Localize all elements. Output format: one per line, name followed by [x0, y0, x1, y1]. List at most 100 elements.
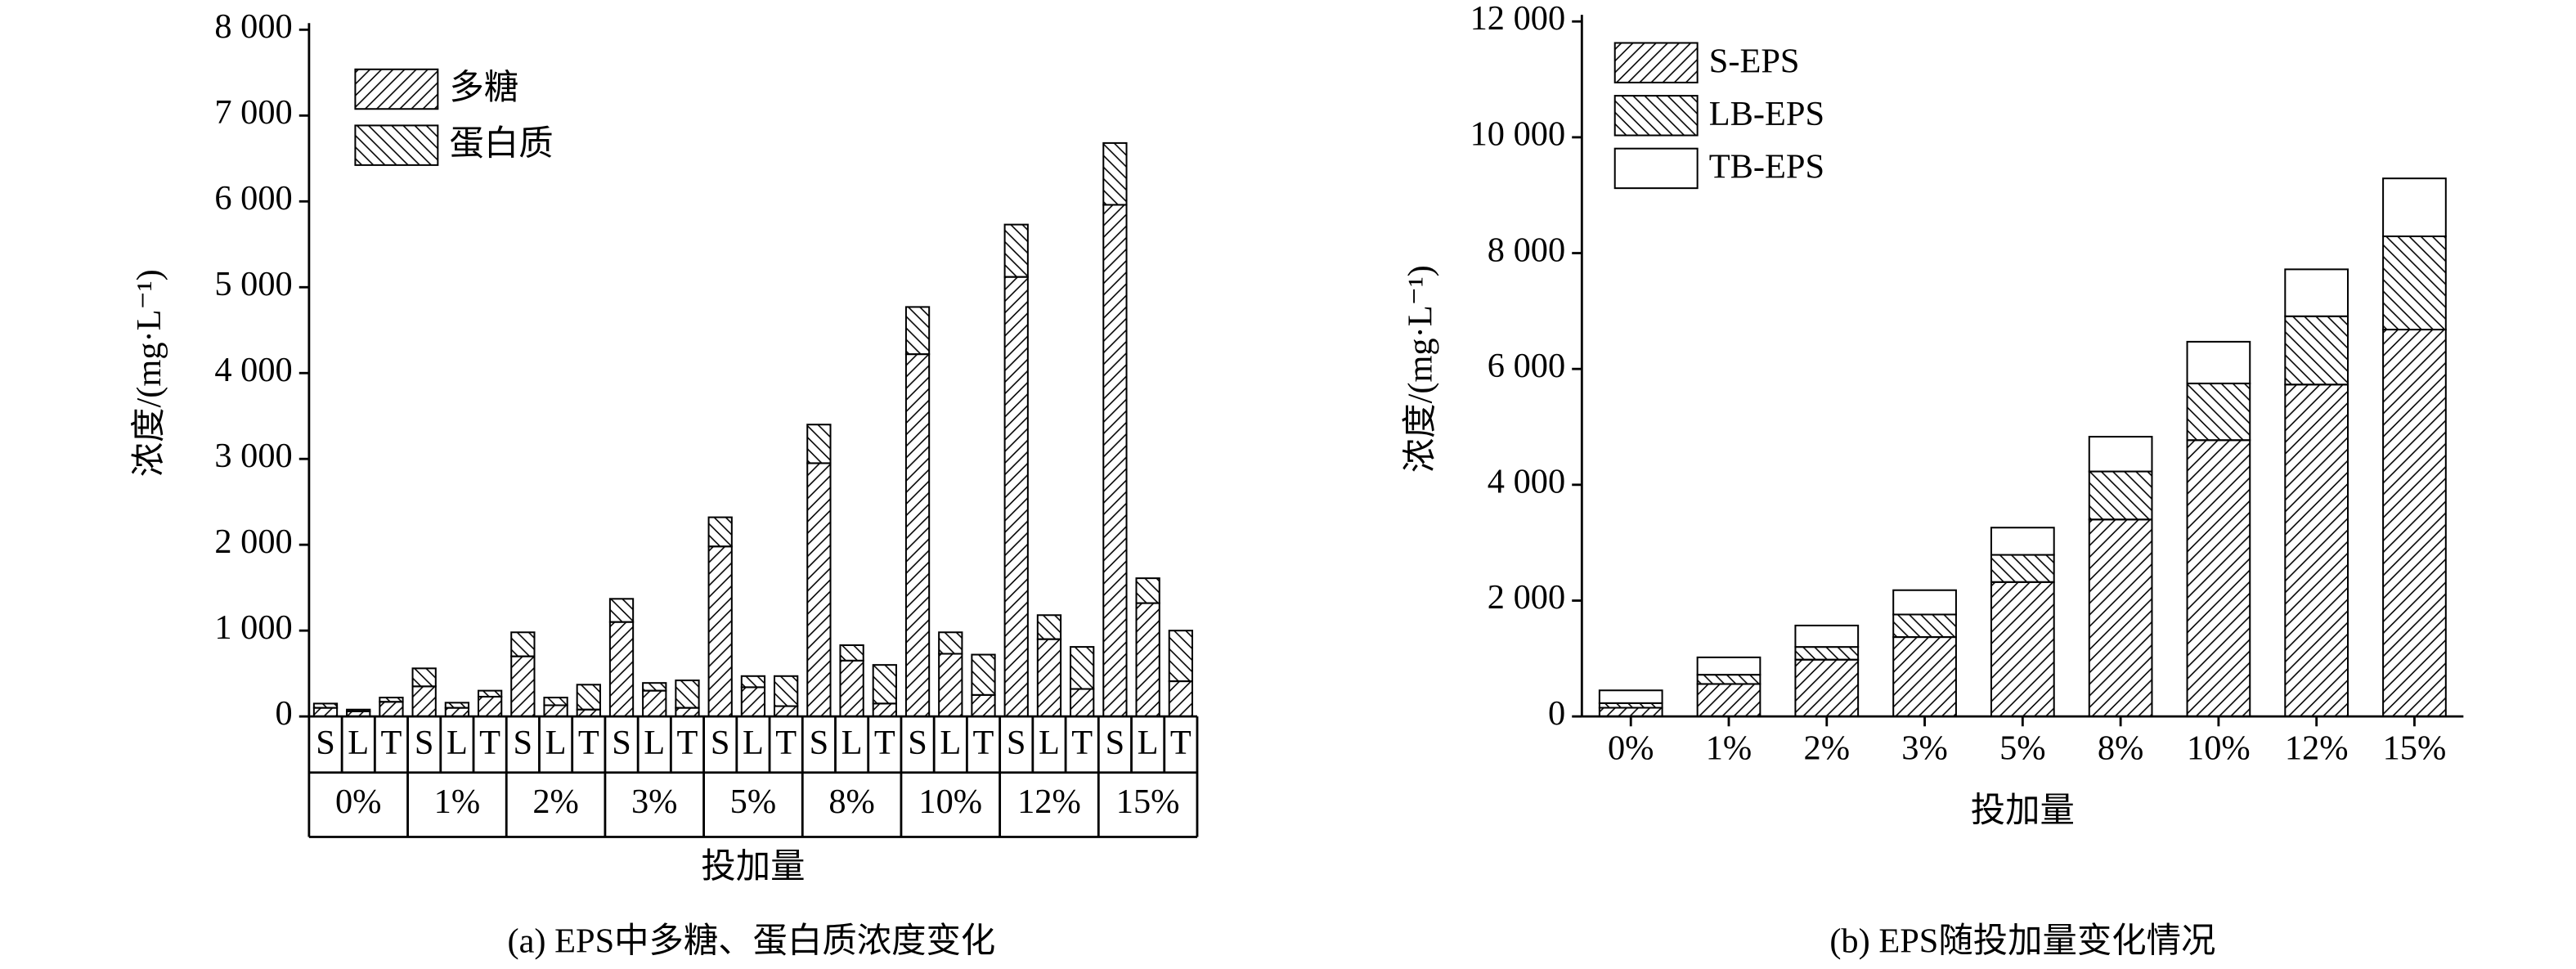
x-tick-label: 0%	[1608, 729, 1654, 767]
bar-segment	[2284, 384, 2349, 718]
caption: (b) EPS随投加量变化情况	[1829, 922, 2215, 960]
sub-label: T	[381, 724, 402, 762]
x-tick-label: 3%	[631, 783, 678, 821]
x-tick-label: 2%	[1804, 729, 1851, 767]
sub-label: T	[479, 724, 500, 762]
bar-segment	[1696, 683, 1761, 718]
bar-segment	[444, 702, 470, 709]
y-tick-label: 8 000	[214, 7, 292, 46]
y-tick-label: 8 000	[1488, 231, 1565, 269]
bar-segment	[2382, 177, 2447, 238]
bar-segment	[2088, 470, 2153, 521]
sub-label: L	[1138, 724, 1159, 762]
bar-segment	[1990, 527, 2055, 556]
bar-segment	[740, 686, 766, 718]
y-tick-label: 7 000	[214, 93, 292, 132]
sub-label: L	[1039, 724, 1060, 762]
x-tick-label: 10%	[918, 783, 982, 821]
bar-segment	[707, 545, 733, 718]
bar-segment	[608, 621, 635, 718]
y-tick-label: 0	[276, 694, 293, 733]
bar-segment	[1168, 680, 1193, 718]
bar-segment	[576, 708, 601, 718]
bar-segment	[411, 667, 437, 688]
bar-segment	[1892, 636, 1957, 718]
sub-label: S	[1106, 724, 1125, 762]
sub-label: S	[908, 724, 927, 762]
legend-label: 蛋白质	[449, 124, 553, 163]
sub-label: S	[810, 724, 829, 762]
bar-segment	[2382, 329, 2447, 718]
sub-label: T	[1170, 724, 1192, 762]
bar-segment	[774, 675, 799, 707]
bar-segment	[1598, 689, 1663, 704]
y-tick-label: 6 000	[214, 179, 292, 218]
bar-segment	[477, 689, 503, 698]
x-tick-label: 15%	[1116, 783, 1180, 821]
y-tick-label: 3 000	[214, 437, 292, 475]
bar-segment	[1990, 554, 2055, 583]
x-tick-label: 1%	[1706, 729, 1752, 767]
bar-segment	[1892, 589, 1957, 616]
sub-label: T	[1071, 724, 1093, 762]
bar-segment	[1135, 602, 1160, 718]
bar-segment	[1003, 276, 1029, 718]
x-tick-label: 2%	[532, 783, 579, 821]
y-tick-label: 6 000	[1488, 347, 1565, 385]
legend-label: S-EPS	[1709, 42, 1800, 80]
sub-label: T	[578, 724, 599, 762]
y-tick-label: 2 000	[214, 523, 292, 561]
bar-segment	[707, 516, 733, 548]
sub-label: S	[612, 724, 631, 762]
bar-segment	[1794, 624, 1860, 648]
bar-segment	[1794, 658, 1860, 718]
bar-segment	[543, 697, 568, 707]
bar-segment	[2186, 382, 2251, 442]
bar-segment	[477, 695, 503, 718]
bar-segment	[1070, 688, 1095, 718]
x-tick-label: 12%	[1017, 783, 1081, 821]
sub-label: L	[348, 724, 369, 762]
bar-segment	[938, 653, 963, 718]
sub-label: T	[677, 724, 698, 762]
bar-segment	[346, 708, 371, 712]
bar-segment	[872, 664, 897, 705]
y-axis-label: 浓度/(mg·L⁻¹)	[130, 269, 168, 477]
bar-segment	[872, 702, 897, 718]
bar-segment	[1036, 638, 1062, 718]
bar-segment	[312, 702, 339, 709]
legend-swatch	[354, 124, 439, 166]
x-tick-label: 1%	[434, 783, 481, 821]
legend-label: LB-EPS	[1709, 95, 1824, 133]
x-tick-label: 5%	[730, 783, 777, 821]
bar-segment	[543, 704, 568, 718]
bar-segment	[642, 689, 667, 718]
y-tick-label: 10 000	[1470, 115, 1566, 154]
bar-segment	[1135, 577, 1160, 604]
bar-segment	[444, 707, 470, 718]
bar-segment	[839, 644, 864, 662]
x-tick-label: 12%	[2285, 729, 2349, 767]
sub-label: T	[874, 724, 895, 762]
bar-segment	[510, 655, 536, 718]
bar-segment	[806, 462, 832, 718]
bar-segment	[411, 685, 437, 718]
bar-segment	[971, 693, 996, 718]
y-tick-label: 12 000	[1470, 0, 1566, 38]
bar-segment	[1990, 581, 2055, 718]
sub-label: S	[711, 724, 730, 762]
bar-segment	[1102, 204, 1128, 718]
bar-segment	[2186, 439, 2251, 718]
bar-segment	[740, 675, 766, 689]
x-tick-label: 8%	[828, 783, 874, 821]
bar-segment	[1696, 674, 1761, 685]
bar-segment	[608, 598, 635, 623]
y-tick-label: 2 000	[1488, 578, 1565, 617]
sub-label: L	[447, 724, 468, 762]
bar-segment	[675, 680, 700, 709]
bar-segment	[806, 424, 832, 464]
bar-segment	[379, 697, 404, 703]
legend-label: TB-EPS	[1709, 148, 1824, 186]
sub-label: L	[644, 724, 665, 762]
